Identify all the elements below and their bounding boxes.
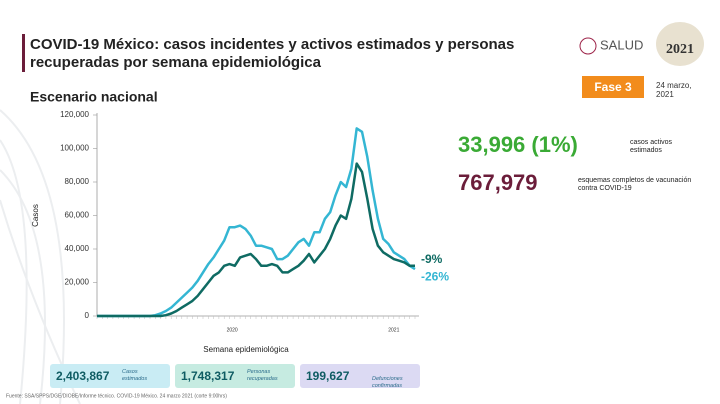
x-group-label: 2021 [388,327,399,333]
summary-boxes: 2,403,867 Casos estimados 1,748,317 Personas… [50,364,420,389]
box-value: 2,403,867 [56,369,110,383]
phase-box [582,76,644,98]
y-tick-label: 40,000 [65,244,90,253]
y-tick-label: 0 [85,311,90,320]
phase: Fase 3 [594,80,632,94]
logo-icon [579,37,597,55]
y-tick-label: 100,000 [60,144,89,153]
decor [0,109,81,404]
stat-label: esquemas completos de vacunación contra C… [578,177,691,192]
title: COVID-19 México: casos incidentes y acti… [30,36,514,71]
box-label: Defunciones confirmadas [372,376,403,389]
box-value: 1,748,317 [181,369,235,383]
logo-year: 2021 [666,42,694,57]
summary-box [300,364,420,388]
annotation: -9% [421,252,443,266]
series-line [97,162,415,318]
title-bar [22,34,25,72]
logo-text: SALUD [600,37,643,52]
source: Fuente: SSA/SPPS/DGE/DIOBE/Informe técni… [6,393,227,399]
subtitle: Escenario nacional [30,89,158,105]
summary-box [175,364,295,388]
stat-value: 33,996 (1%) [458,132,578,157]
logo-emblem [656,22,704,66]
x-axis-label: Semana epidemiológica [203,345,289,354]
stats: 33,996 (1%) casos activos estimados 767,979… [458,132,691,195]
y-tick-label: 20,000 [65,278,90,287]
date: 24 marzo, 2021 [656,81,692,99]
stat-label: casos activos estimados [630,139,673,154]
y-tick-label: 60,000 [65,211,90,220]
x-group-label: 2020 [227,327,238,333]
annotation: -26% [421,269,449,283]
y-tick-label: 80,000 [65,177,90,186]
y-tick-label: 120,000 [60,110,89,119]
stat-value: 767,979 [458,170,538,195]
box-label: Personas recuperadas [247,369,278,382]
summary-box [50,364,170,388]
box-value: 199,627 [306,369,350,383]
box-label: Casos estimados [122,369,147,382]
y-axis-label: Casos [31,204,40,227]
